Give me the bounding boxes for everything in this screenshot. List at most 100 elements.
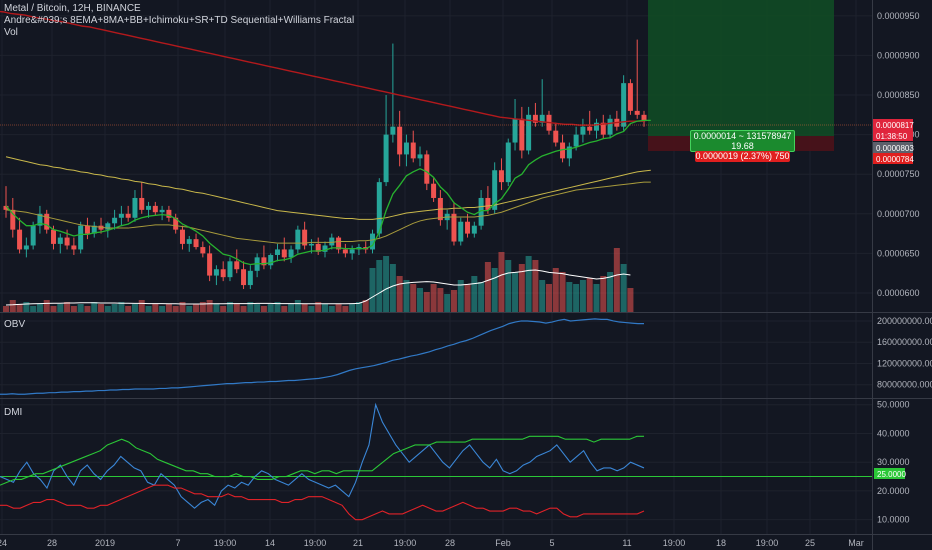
candle-body (152, 205, 158, 213)
candle-body (247, 270, 253, 286)
candle-body (349, 249, 355, 254)
mid-price-tag (873, 142, 913, 153)
time-tick-label: 28 (445, 538, 455, 548)
candle-body (91, 225, 97, 234)
indicator-legend[interactable]: Andre&#039;s 8EMA+8MA+BB+Ichimoku+SR+TD … (4, 15, 355, 26)
candle-body (220, 269, 226, 278)
stop-loss-box[interactable]: 0.0000019 (2.37%) 750 (695, 151, 790, 162)
time-tick-label: 5 (549, 538, 554, 548)
candle-body (553, 130, 559, 143)
volume-bar (30, 306, 37, 312)
dmi-tick-label: 50.0000 (877, 400, 910, 410)
volume-bar (226, 302, 233, 312)
volume-bar (491, 268, 498, 312)
time-tick-label: 7 (175, 538, 180, 548)
volume-bar (288, 304, 295, 312)
candle-body (268, 254, 274, 266)
candle-body (383, 134, 389, 183)
volume-bar (498, 252, 505, 312)
candle-body (390, 126, 396, 135)
volume-bar (545, 284, 552, 312)
dmi-plus-line (0, 402, 645, 509)
dmi-tick-label: 20.0000 (877, 486, 910, 496)
candle-body (78, 225, 84, 250)
volume-bar (3, 306, 9, 312)
profit-target-ratio: 19.68 (731, 141, 754, 151)
candle-body (471, 225, 477, 234)
target-zone[interactable] (648, 0, 834, 136)
volume-bar (84, 306, 91, 312)
ma-red-line (0, 10, 644, 126)
volume-bar (525, 256, 532, 312)
candle-body (295, 229, 301, 250)
profit-target-text: 0.0000014 ~ 131578947 (693, 131, 792, 141)
candle-body (485, 197, 491, 210)
volume-bar (355, 302, 362, 312)
time-tick-label: 28 (47, 538, 57, 548)
candle-body (213, 269, 219, 276)
volume-bar (620, 264, 627, 312)
candle-body (166, 209, 172, 218)
candle-body (465, 221, 471, 234)
volume-legend[interactable]: Vol (4, 27, 18, 38)
volume-bar (206, 300, 213, 312)
volume-bar (23, 302, 30, 312)
volume-bar (518, 264, 525, 312)
volume-bar (274, 302, 281, 312)
candle-body (261, 257, 267, 266)
candle-body (207, 253, 213, 276)
symbol-legend[interactable]: Metal / Bitcoin, 12H, BINANCE (4, 3, 141, 14)
candle-body (627, 83, 633, 111)
price-tick-label: 0.0000600 (877, 288, 920, 298)
volume-bar (308, 306, 315, 312)
candle-body (424, 154, 430, 184)
candle-body (71, 245, 77, 250)
volume-bar (349, 304, 356, 312)
candle-body (417, 154, 423, 159)
volume-bar (410, 284, 417, 312)
candle-body (641, 114, 647, 122)
volume-bar (552, 268, 559, 312)
volume-bar (301, 304, 308, 312)
time-tick-label: Mar (848, 538, 864, 548)
volume-bar (199, 302, 206, 312)
stop-price-tag (873, 153, 913, 164)
obv-pane-label[interactable]: OBV (4, 319, 26, 330)
candle-body (179, 229, 185, 244)
countdown-text: 01:38:50 (876, 132, 908, 141)
price-tick-label: 0.0000950 (877, 11, 920, 21)
candle-body (600, 122, 606, 135)
candle-body (336, 237, 342, 250)
candle-body (23, 245, 29, 250)
volume-bar (586, 278, 593, 312)
volume-bar (145, 306, 152, 312)
candle-body (227, 261, 233, 278)
volume-bar (254, 304, 261, 312)
dmi-tick-label: 10.0000 (877, 515, 910, 525)
candle-body (526, 114, 532, 151)
time-tick-label: 19:00 (756, 538, 779, 548)
candle-body (281, 249, 287, 258)
volume-bar (627, 288, 634, 312)
time-tick-label: 11 (622, 538, 631, 548)
volume-bar (383, 256, 390, 312)
candle-body (607, 118, 613, 135)
time-tick-label: 18 (716, 538, 726, 548)
time-tick-label: 21 (353, 538, 363, 548)
volume-bar (423, 292, 430, 312)
candle-body (498, 170, 504, 183)
volume-bar (36, 304, 43, 312)
volume-bar (464, 284, 471, 312)
dmi-pane-label[interactable]: DMI (4, 407, 23, 418)
candle-body (315, 243, 321, 252)
position-zones (648, 0, 834, 151)
dmi-level-text: 25.0000 (877, 470, 906, 479)
profit-target-box[interactable]: 0.0000014 ~ 131578947 19.68 (690, 130, 795, 152)
volume-bar (559, 272, 566, 312)
volume-bar (220, 306, 227, 312)
candle-body (241, 269, 247, 286)
candlesticks (3, 39, 647, 290)
price-tick-label: 0.0000850 (877, 90, 920, 100)
candle-body (492, 170, 498, 210)
